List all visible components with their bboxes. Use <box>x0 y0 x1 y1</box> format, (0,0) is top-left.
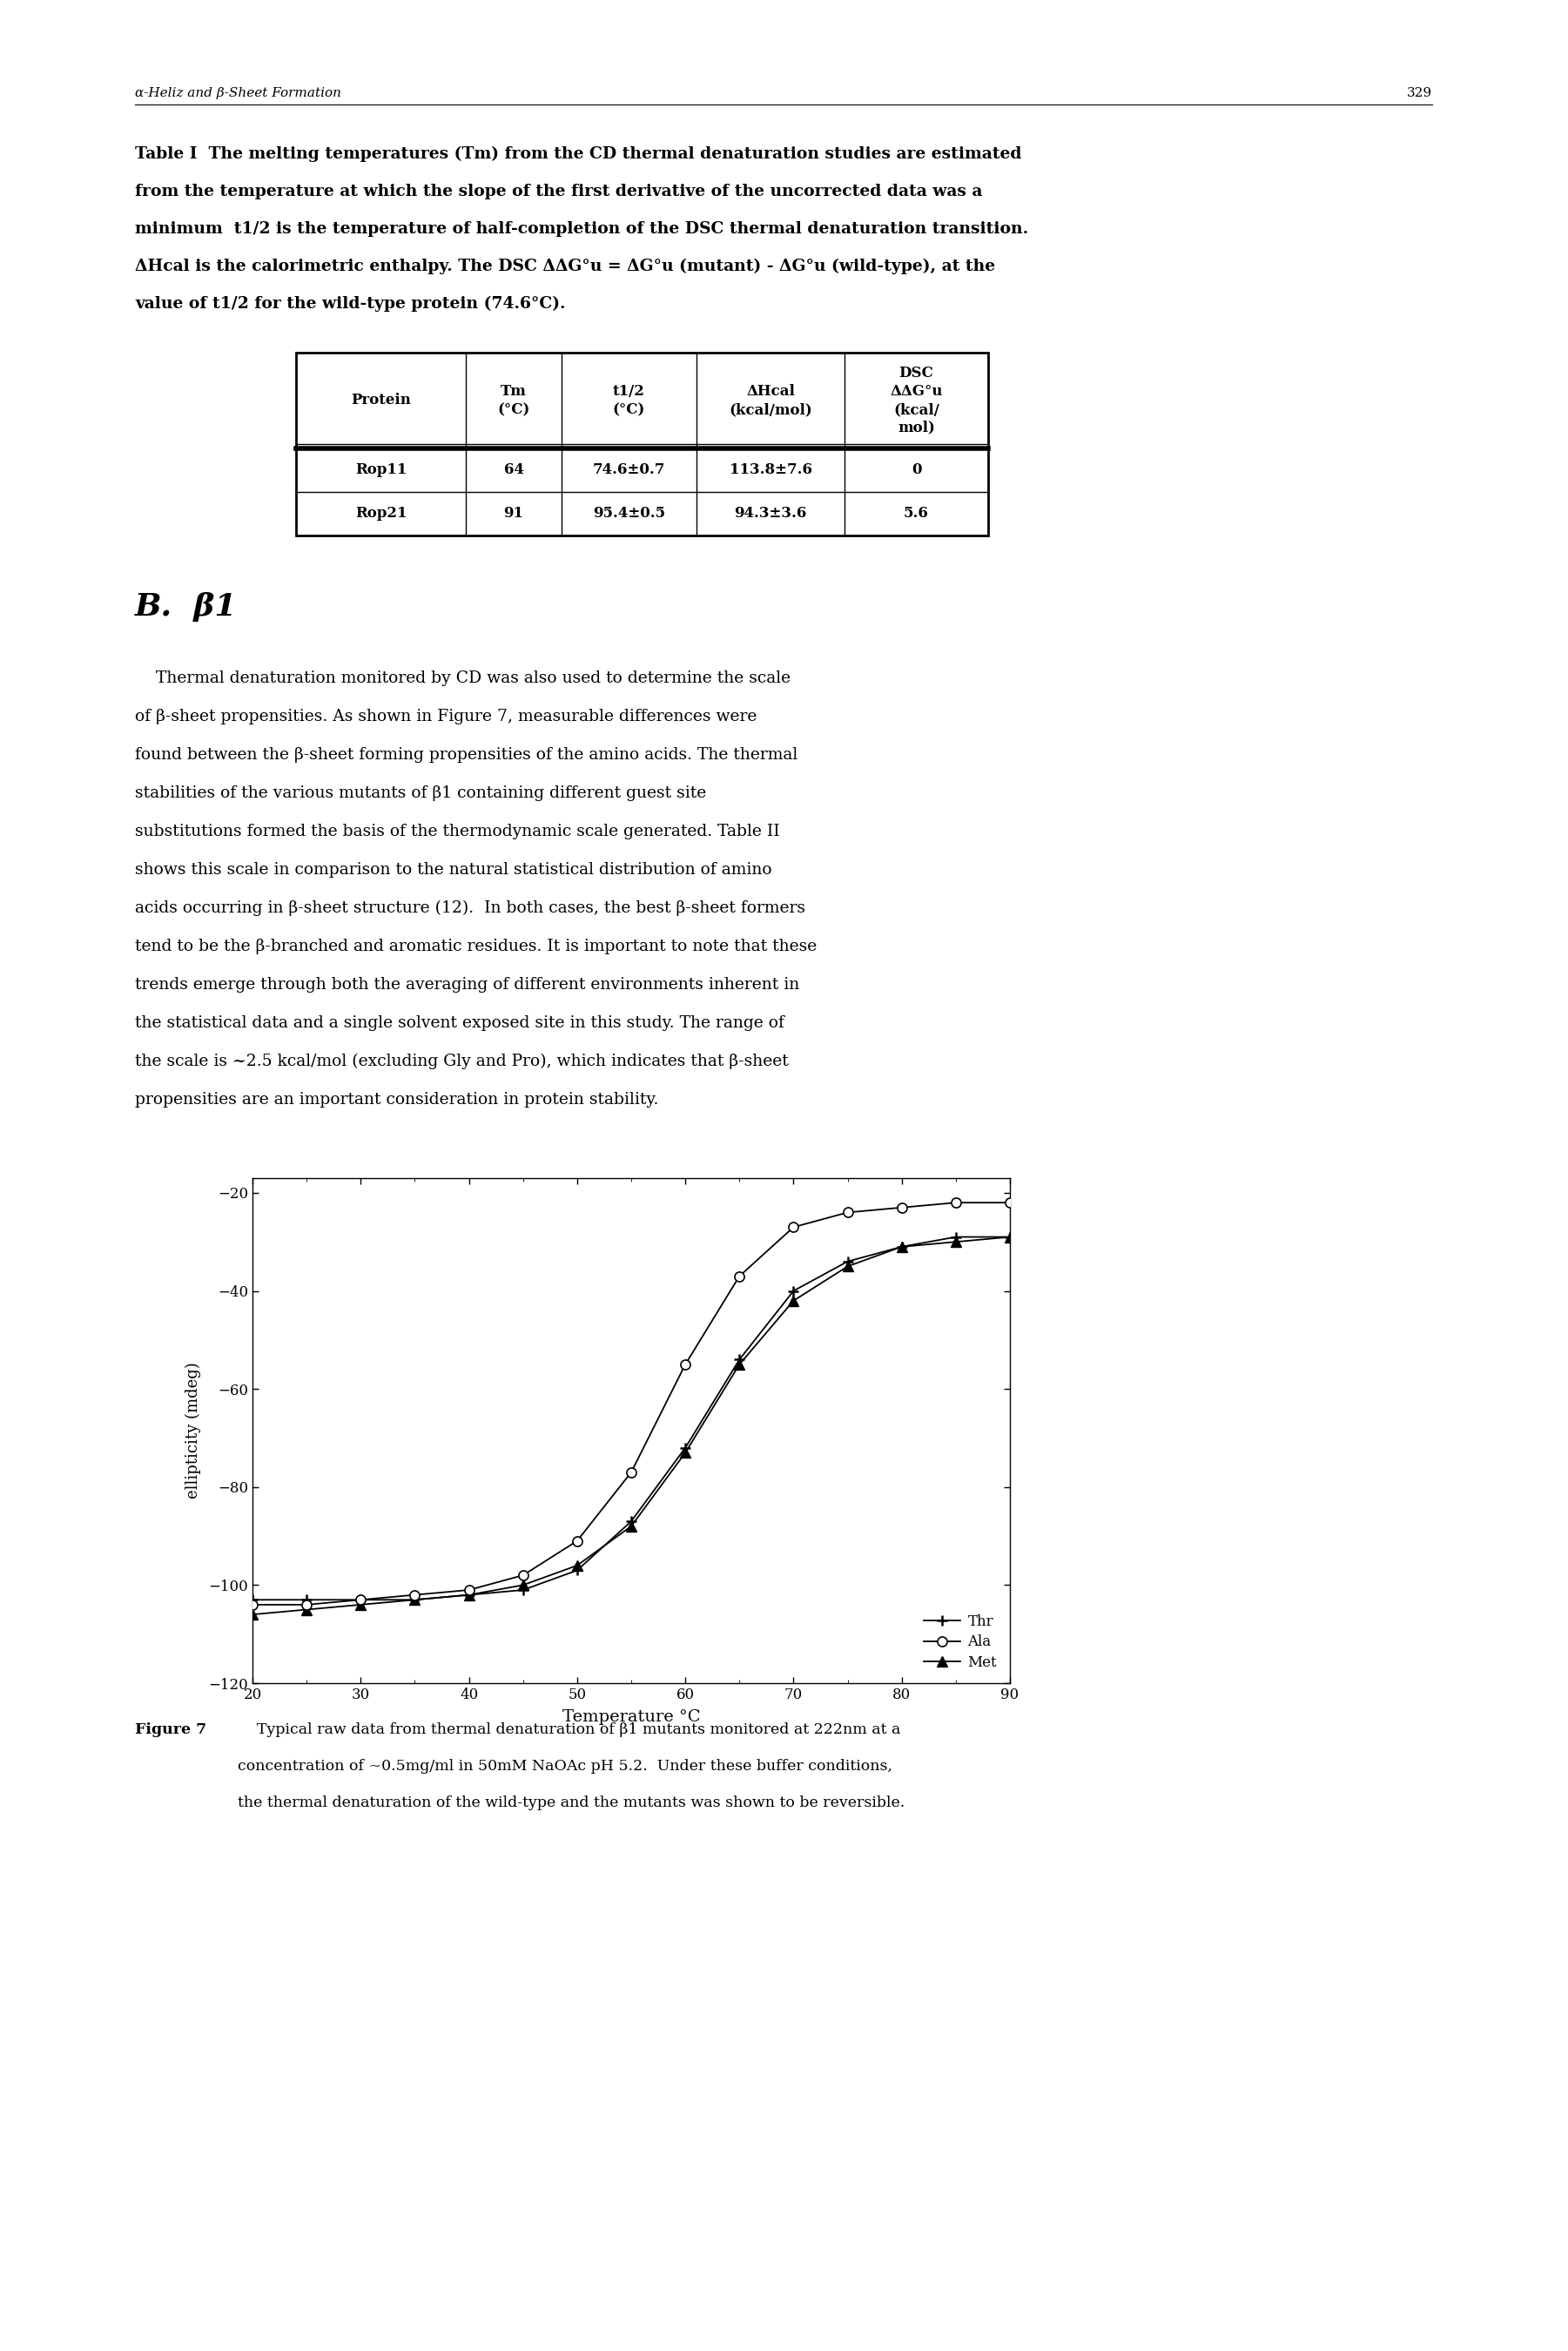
Ala <box>622 1458 641 1486</box>
Text: Typical raw data from thermal denaturation of β1 mutants monitored at 222nm at a: Typical raw data from thermal denaturati… <box>238 1723 900 1737</box>
Thr <box>622 1507 641 1535</box>
Met <box>1000 1223 1019 1251</box>
Thr <box>676 1434 695 1462</box>
Y-axis label: ellipticity (mdeg): ellipticity (mdeg) <box>185 1361 201 1500</box>
Text: concentration of ~0.5mg/ml in 50mM NaOAc pH 5.2.  Under these buffer conditions,: concentration of ~0.5mg/ml in 50mM NaOAc… <box>238 1759 892 1773</box>
Text: substitutions formed the basis of the thermodynamic scale generated. Table II: substitutions formed the basis of the th… <box>135 823 779 839</box>
Thr <box>459 1580 478 1608</box>
Text: Rop11: Rop11 <box>354 463 406 477</box>
Text: Protein: Protein <box>351 393 411 409</box>
Text: 5.6: 5.6 <box>903 505 928 522</box>
Met <box>298 1596 317 1625</box>
Text: 74.6±0.7: 74.6±0.7 <box>593 463 665 477</box>
Ala <box>568 1526 586 1554</box>
Thr <box>892 1232 911 1260</box>
Ala <box>406 1580 425 1608</box>
Ala <box>351 1585 370 1613</box>
Line: Thr: Thr <box>248 1232 1016 1606</box>
Met <box>784 1286 803 1314</box>
Text: acids occurring in β-sheet structure (12).  In both cases, the best β-sheet form: acids occurring in β-sheet structure (12… <box>135 900 806 917</box>
Ala <box>731 1262 750 1291</box>
Thr <box>243 1585 262 1613</box>
Thr <box>839 1248 858 1277</box>
Met <box>892 1232 911 1260</box>
Text: the thermal denaturation of the wild-type and the mutants was shown to be revers: the thermal denaturation of the wild-typ… <box>238 1796 905 1810</box>
Text: α-Heliz and β-Sheet Formation: α-Heliz and β-Sheet Formation <box>135 87 342 99</box>
Text: Thermal denaturation monitored by CD was also used to determine the scale: Thermal denaturation monitored by CD was… <box>135 670 790 686</box>
Text: shows this scale in comparison to the natural statistical distribution of amino: shows this scale in comparison to the na… <box>135 863 771 877</box>
Ala <box>459 1575 478 1603</box>
Ala <box>243 1592 262 1620</box>
Text: t1/2
(°C): t1/2 (°C) <box>613 383 646 416</box>
Met <box>622 1512 641 1540</box>
Met <box>676 1439 695 1467</box>
Line: Ala: Ala <box>248 1197 1014 1610</box>
Text: 91: 91 <box>503 505 524 522</box>
Thr <box>351 1585 370 1613</box>
Met <box>731 1349 750 1378</box>
Text: 64: 64 <box>503 463 524 477</box>
Ala <box>1000 1190 1019 1218</box>
Text: stabilities of the various mutants of β1 containing different guest site: stabilities of the various mutants of β1… <box>135 785 706 802</box>
Thr <box>514 1575 533 1603</box>
Text: 329: 329 <box>1406 87 1432 99</box>
Text: Rop21: Rop21 <box>354 505 406 522</box>
Text: 95.4±0.5: 95.4±0.5 <box>593 505 665 522</box>
Thr <box>1000 1223 1019 1251</box>
Bar <box>296 353 988 536</box>
Text: tend to be the β-branched and aromatic residues. It is important to note that th: tend to be the β-branched and aromatic r… <box>135 938 817 955</box>
Text: the scale is ~2.5 kcal/mol (excluding Gly and Pro), which indicates that β-sheet: the scale is ~2.5 kcal/mol (excluding Gl… <box>135 1053 789 1070</box>
Text: 0: 0 <box>911 463 922 477</box>
Thr <box>784 1277 803 1305</box>
X-axis label: Temperature °C: Temperature °C <box>563 1709 701 1726</box>
Text: Table I  The melting temperatures (Tm) from the CD thermal denaturation studies : Table I The melting temperatures (Tm) fr… <box>135 146 1022 162</box>
Text: DSC
ΔΔG°u
(kcal/
mol): DSC ΔΔG°u (kcal/ mol) <box>891 367 942 435</box>
Text: 94.3±3.6: 94.3±3.6 <box>734 505 808 522</box>
Text: ΔHcal
(kcal/mol): ΔHcal (kcal/mol) <box>729 383 812 416</box>
Met <box>243 1601 262 1629</box>
Ala <box>947 1190 966 1218</box>
Text: value of t1/2 for the wild-type protein (74.6°C).: value of t1/2 for the wild-type protein … <box>135 296 566 313</box>
Thr <box>947 1223 966 1251</box>
Text: of β-sheet propensities. As shown in Figure 7, measurable differences were: of β-sheet propensities. As shown in Fig… <box>135 708 757 724</box>
Met <box>839 1253 858 1281</box>
Met <box>568 1552 586 1580</box>
Text: Tm
(°C): Tm (°C) <box>497 383 530 416</box>
Legend: Thr, Ala, Met: Thr, Ala, Met <box>919 1608 1002 1676</box>
Thr <box>298 1585 317 1613</box>
Ala <box>676 1349 695 1378</box>
Text: the statistical data and a single solvent exposed site in this study. The range : the statistical data and a single solven… <box>135 1016 784 1032</box>
Met <box>459 1580 478 1608</box>
Text: ΔHcal is the calorimetric enthalpy. The DSC ΔΔG°u = ΔG°u (mutant) - ΔG°u (wild-t: ΔHcal is the calorimetric enthalpy. The … <box>135 259 996 275</box>
Text: B.  β1: B. β1 <box>135 592 237 621</box>
Text: from the temperature at which the slope of the first derivative of the uncorrect: from the temperature at which the slope … <box>135 183 983 200</box>
Ala <box>514 1561 533 1589</box>
Thr <box>568 1556 586 1585</box>
Ala <box>839 1199 858 1227</box>
Ala <box>784 1213 803 1241</box>
Text: minimum  t1/2 is the temperature of half-completion of the DSC thermal denaturat: minimum t1/2 is the temperature of half-… <box>135 221 1029 237</box>
Line: Met: Met <box>248 1232 1014 1620</box>
Text: found between the β-sheet forming propensities of the amino acids. The thermal: found between the β-sheet forming propen… <box>135 748 798 762</box>
Text: 113.8±7.6: 113.8±7.6 <box>729 463 812 477</box>
Ala <box>892 1194 911 1223</box>
Thr <box>731 1345 750 1373</box>
Met <box>406 1585 425 1613</box>
Ala <box>298 1592 317 1620</box>
Thr <box>406 1585 425 1613</box>
Text: propensities are an important consideration in protein stability.: propensities are an important considerat… <box>135 1091 659 1107</box>
Met <box>947 1227 966 1255</box>
Met <box>351 1592 370 1620</box>
Text: Figure 7: Figure 7 <box>135 1723 207 1737</box>
Text: trends emerge through both the averaging of different environments inherent in: trends emerge through both the averaging… <box>135 978 800 992</box>
Met <box>514 1570 533 1599</box>
